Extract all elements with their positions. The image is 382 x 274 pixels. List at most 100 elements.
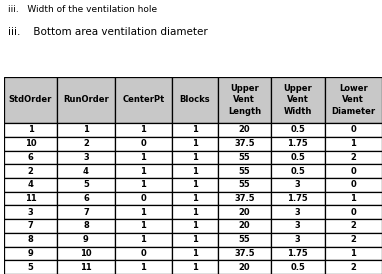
Bar [325, 247, 382, 260]
Text: 5: 5 [83, 180, 89, 189]
Text: 1: 1 [350, 194, 356, 203]
Text: 1: 1 [350, 139, 356, 148]
Text: 1: 1 [141, 221, 146, 230]
Text: 2: 2 [350, 221, 356, 230]
Text: 55: 55 [238, 235, 250, 244]
Bar [172, 247, 218, 260]
Text: 55: 55 [238, 167, 250, 176]
Bar [325, 219, 382, 233]
Text: 20: 20 [239, 208, 250, 217]
Text: 1: 1 [192, 263, 198, 272]
Bar [271, 178, 325, 192]
Bar [325, 192, 382, 206]
Bar [325, 260, 382, 274]
Text: 3: 3 [295, 180, 301, 189]
Text: 2: 2 [350, 263, 356, 272]
Bar [172, 233, 218, 247]
Text: Upper
Vent
Length: Upper Vent Length [228, 84, 261, 116]
Text: 11: 11 [80, 263, 92, 272]
Text: 8: 8 [83, 221, 89, 230]
Bar [4, 77, 57, 123]
Bar [57, 164, 115, 178]
Text: 1: 1 [141, 180, 146, 189]
Bar [218, 137, 271, 150]
Text: Upper
Vent
Width: Upper Vent Width [283, 84, 312, 116]
Bar [325, 206, 382, 219]
Bar [172, 77, 218, 123]
Text: iii.    Bottom area ventilation diameter: iii. Bottom area ventilation diameter [8, 27, 207, 37]
Bar [218, 178, 271, 192]
Text: 6: 6 [83, 194, 89, 203]
Bar [115, 123, 172, 137]
Text: 5: 5 [28, 263, 34, 272]
Text: 1: 1 [28, 125, 34, 135]
Bar [172, 260, 218, 274]
Text: 55: 55 [238, 153, 250, 162]
Text: 1: 1 [192, 167, 198, 176]
Text: 9: 9 [83, 235, 89, 244]
Text: 1: 1 [192, 249, 198, 258]
Text: 37.5: 37.5 [234, 139, 255, 148]
Text: 20: 20 [239, 263, 250, 272]
Bar [325, 123, 382, 137]
Text: 1: 1 [192, 221, 198, 230]
Bar [218, 164, 271, 178]
Text: 1: 1 [141, 153, 146, 162]
Bar [4, 192, 57, 206]
Text: Lower
Vent
Diameter: Lower Vent Diameter [331, 84, 376, 116]
Text: 7: 7 [28, 221, 34, 230]
Text: 1: 1 [83, 125, 89, 135]
Text: 0: 0 [350, 208, 356, 217]
Bar [172, 137, 218, 150]
Text: 1: 1 [192, 180, 198, 189]
Bar [57, 137, 115, 150]
Bar [172, 178, 218, 192]
Bar [115, 178, 172, 192]
Text: 20: 20 [239, 221, 250, 230]
Text: 0: 0 [350, 180, 356, 189]
Bar [115, 247, 172, 260]
Text: 1: 1 [192, 139, 198, 148]
Bar [4, 178, 57, 192]
Bar [271, 247, 325, 260]
Text: 7: 7 [83, 208, 89, 217]
Bar [271, 150, 325, 164]
Bar [57, 260, 115, 274]
Text: 0: 0 [350, 167, 356, 176]
Text: 3: 3 [295, 221, 301, 230]
Text: 1: 1 [350, 249, 356, 258]
Bar [325, 164, 382, 178]
Bar [218, 123, 271, 137]
Bar [271, 206, 325, 219]
Bar [172, 206, 218, 219]
Text: 20: 20 [239, 125, 250, 135]
Bar [115, 260, 172, 274]
Text: 1: 1 [192, 125, 198, 135]
Bar [57, 219, 115, 233]
Text: 3: 3 [28, 208, 34, 217]
Bar [4, 219, 57, 233]
Bar [4, 260, 57, 274]
Text: 10: 10 [25, 139, 36, 148]
Text: 1: 1 [141, 125, 146, 135]
Bar [115, 150, 172, 164]
Text: 1: 1 [192, 235, 198, 244]
Text: 1: 1 [141, 263, 146, 272]
Bar [4, 206, 57, 219]
Text: 9: 9 [28, 249, 34, 258]
Bar [271, 123, 325, 137]
Bar [218, 206, 271, 219]
Bar [218, 77, 271, 123]
Bar [57, 178, 115, 192]
Bar [172, 219, 218, 233]
Text: CenterPt: CenterPt [122, 95, 165, 104]
Text: RunOrder: RunOrder [63, 95, 109, 104]
Bar [57, 77, 115, 123]
Bar [115, 137, 172, 150]
Bar [271, 77, 325, 123]
Bar [115, 233, 172, 247]
Text: 8: 8 [28, 235, 34, 244]
Text: 0: 0 [350, 125, 356, 135]
Text: 4: 4 [83, 167, 89, 176]
Text: 0.5: 0.5 [290, 263, 305, 272]
